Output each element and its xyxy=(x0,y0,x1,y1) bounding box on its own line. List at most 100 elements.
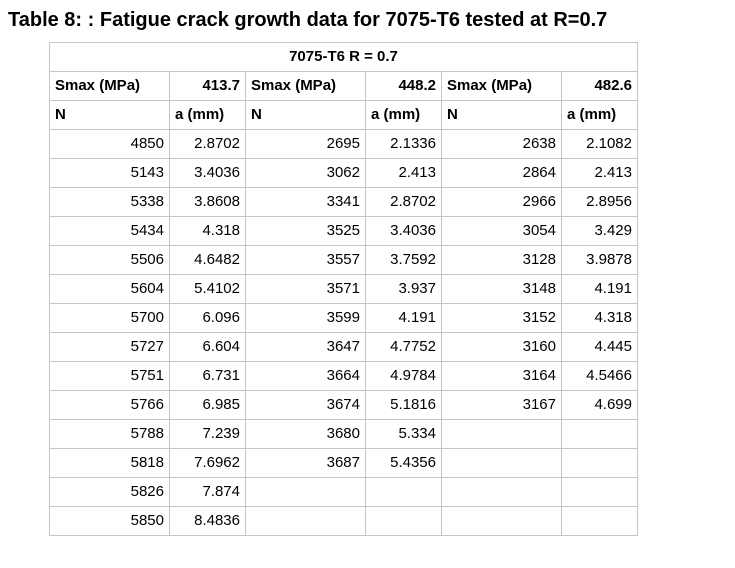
n-cell: 3571 xyxy=(245,274,366,304)
data-row: 5143 3.4036 3062 2.413 2864 2.413 xyxy=(49,158,638,188)
a-mm-cell: 3.7592 xyxy=(365,245,442,275)
a-mm-cell: 5.334 xyxy=(365,419,442,449)
n-cell: 3062 xyxy=(245,158,366,188)
a-mm-cell: 2.413 xyxy=(561,158,638,188)
data-row: 5751 6.731 3664 4.9784 3164 4.5466 xyxy=(49,361,638,391)
n-cell: 5727 xyxy=(49,332,170,362)
n-cell xyxy=(441,448,562,478)
data-row: 5506 4.6482 3557 3.7592 3128 3.9878 xyxy=(49,245,638,275)
n-cell: 5751 xyxy=(49,361,170,391)
n-cell: 5143 xyxy=(49,158,170,188)
a-mm-cell: 6.604 xyxy=(169,332,246,362)
n-cell: 3687 xyxy=(245,448,366,478)
n-cell: 3525 xyxy=(245,216,366,246)
n-cell: 5338 xyxy=(49,187,170,217)
n-cell: 2864 xyxy=(441,158,562,188)
a-mm-cell: 6.096 xyxy=(169,303,246,333)
data-row: 5826 7.874 xyxy=(49,477,638,507)
a-mm-header-cell: a (mm) xyxy=(365,100,442,130)
a-mm-cell: 3.8608 xyxy=(169,187,246,217)
table-body: 7075-T6 R = 0.7 Smax (MPa) 413.7 Smax (MPa… xyxy=(49,42,638,536)
n-header-cell: N xyxy=(49,100,170,130)
a-mm-cell: 4.5466 xyxy=(561,361,638,391)
a-mm-header-cell: a (mm) xyxy=(561,100,638,130)
a-mm-cell: 4.6482 xyxy=(169,245,246,275)
n-cell xyxy=(441,506,562,536)
a-mm-cell: 3.429 xyxy=(561,216,638,246)
data-row: 5818 7.6962 3687 5.4356 xyxy=(49,448,638,478)
n-cell: 3054 xyxy=(441,216,562,246)
a-mm-cell: 3.937 xyxy=(365,274,442,304)
a-mm-cell: 6.985 xyxy=(169,390,246,420)
n-cell: 2966 xyxy=(441,187,562,217)
data-row: 5766 6.985 3674 5.1816 3167 4.699 xyxy=(49,390,638,420)
a-mm-cell: 5.4356 xyxy=(365,448,442,478)
a-mm-cell xyxy=(561,477,638,507)
table-caption: Table 8: : Fatigue crack growth data for… xyxy=(8,9,608,31)
a-mm-cell: 4.699 xyxy=(561,390,638,420)
data-row: 5788 7.239 3680 5.334 xyxy=(49,419,638,449)
n-cell: 5766 xyxy=(49,390,170,420)
data-row: 5434 4.318 3525 3.4036 3054 3.429 xyxy=(49,216,638,246)
n-cell: 2695 xyxy=(245,129,366,159)
n-cell: 3599 xyxy=(245,303,366,333)
smax-label-cell: Smax (MPa) xyxy=(245,71,366,101)
n-cell: 5604 xyxy=(49,274,170,304)
n-cell xyxy=(441,477,562,507)
data-row: 4850 2.8702 2695 2.1336 2638 2.1082 xyxy=(49,129,638,159)
a-mm-cell: 7.874 xyxy=(169,477,246,507)
a-mm-cell: 4.445 xyxy=(561,332,638,362)
n-cell: 5826 xyxy=(49,477,170,507)
data-row: 5850 8.4836 xyxy=(49,506,638,536)
n-cell: 5434 xyxy=(49,216,170,246)
n-cell: 2638 xyxy=(441,129,562,159)
n-cell: 3647 xyxy=(245,332,366,362)
n-cell: 3148 xyxy=(441,274,562,304)
a-mm-cell: 7.239 xyxy=(169,419,246,449)
n-cell: 3674 xyxy=(245,390,366,420)
a-mm-cell: 4.318 xyxy=(561,303,638,333)
a-mm-cell: 5.1816 xyxy=(365,390,442,420)
a-mm-cell: 4.7752 xyxy=(365,332,442,362)
smax-value-cell: 448.2 xyxy=(365,71,442,101)
n-cell: 5506 xyxy=(49,245,170,275)
a-mm-cell: 4.9784 xyxy=(365,361,442,391)
n-cell: 3164 xyxy=(441,361,562,391)
a-mm-cell: 3.9878 xyxy=(561,245,638,275)
a-mm-cell: 7.6962 xyxy=(169,448,246,478)
a-mm-cell xyxy=(561,419,638,449)
n-cell: 5818 xyxy=(49,448,170,478)
a-mm-cell: 2.1082 xyxy=(561,129,638,159)
n-cell: 3341 xyxy=(245,187,366,217)
a-mm-cell: 4.191 xyxy=(561,274,638,304)
n-cell xyxy=(441,419,562,449)
n-cell: 4850 xyxy=(49,129,170,159)
n-cell: 3664 xyxy=(245,361,366,391)
a-mm-cell: 2.1336 xyxy=(365,129,442,159)
smax-label-cell: Smax (MPa) xyxy=(441,71,562,101)
n-cell: 3152 xyxy=(441,303,562,333)
n-cell: 5700 xyxy=(49,303,170,333)
smax-label-cell: Smax (MPa) xyxy=(49,71,170,101)
a-mm-cell: 2.8702 xyxy=(365,187,442,217)
a-mm-cell: 4.318 xyxy=(169,216,246,246)
a-mm-cell: 2.8702 xyxy=(169,129,246,159)
a-mm-cell: 3.4036 xyxy=(169,158,246,188)
merged-header-row: 7075-T6 R = 0.7 xyxy=(49,42,638,72)
a-mm-cell xyxy=(561,506,638,536)
data-row: 5338 3.8608 3341 2.8702 2966 2.8956 xyxy=(49,187,638,217)
a-mm-cell: 4.191 xyxy=(365,303,442,333)
smax-value-cell: 482.6 xyxy=(561,71,638,101)
a-mm-cell: 5.4102 xyxy=(169,274,246,304)
merged-header-cell: 7075-T6 R = 0.7 xyxy=(49,42,638,72)
n-cell: 3557 xyxy=(245,245,366,275)
a-mm-cell: 2.8956 xyxy=(561,187,638,217)
n-cell: 3680 xyxy=(245,419,366,449)
data-row: 5700 6.096 3599 4.191 3152 4.318 xyxy=(49,303,638,333)
header-row: Smax (MPa) 413.7 Smax (MPa) 448.2 Smax (MPa)… xyxy=(49,71,638,101)
a-mm-header-cell: a (mm) xyxy=(169,100,246,130)
n-cell: 5788 xyxy=(49,419,170,449)
n-cell: 3160 xyxy=(441,332,562,362)
a-mm-cell: 8.4836 xyxy=(169,506,246,536)
